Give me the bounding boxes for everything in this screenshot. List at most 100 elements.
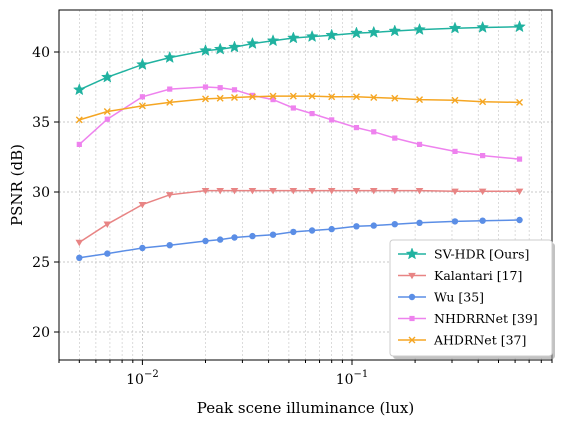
legend-marker [409, 315, 415, 322]
data-point [269, 187, 277, 195]
x-tick-label-base: 10 [336, 372, 354, 388]
data-point [391, 94, 399, 102]
data-point [516, 216, 523, 224]
data-point [416, 96, 424, 104]
data-point [352, 187, 361, 195]
data-point [202, 84, 209, 90]
data-point [139, 244, 146, 252]
legend-entry: AHDRNet [37] [398, 333, 526, 348]
x-tick-label: 10−1 [336, 369, 369, 388]
data-point [390, 187, 399, 195]
series-0 [72, 20, 526, 96]
y-tick-label: 30 [32, 185, 50, 201]
data-point [367, 25, 381, 38]
data-point [479, 217, 486, 224]
data-point [166, 98, 174, 106]
data-point [163, 50, 177, 64]
data-point [202, 237, 209, 245]
data-point [451, 188, 459, 196]
data-point [270, 97, 276, 103]
data-point [480, 153, 486, 159]
y-tick-label: 35 [32, 115, 50, 131]
data-point [309, 111, 315, 117]
data-point [370, 94, 378, 101]
data-point [269, 231, 277, 238]
legend-marker [408, 293, 416, 301]
data-point [388, 24, 402, 37]
data-point [75, 116, 83, 124]
y-tick-label: 20 [32, 325, 50, 341]
data-point [370, 222, 377, 229]
data-point [308, 187, 316, 195]
legend-label: Kalantari [17] [434, 268, 522, 283]
data-point [329, 117, 335, 123]
data-point [202, 95, 209, 103]
legend-label: SV-HDR [Ours] [434, 247, 529, 262]
data-point [391, 221, 398, 228]
data-point [513, 20, 526, 33]
data-point [213, 42, 227, 55]
data-point [167, 86, 173, 92]
series-4 [75, 92, 524, 124]
data-point [451, 96, 459, 104]
data-point [305, 29, 319, 43]
data-point [230, 187, 239, 195]
legend-entry: Wu [35] [398, 290, 484, 305]
data-point [269, 92, 277, 100]
x-tick-label-exponent: −1 [354, 369, 369, 380]
data-point [448, 21, 462, 34]
data-point [248, 187, 257, 195]
data-point [72, 83, 86, 96]
data-point [228, 40, 241, 53]
series-line [78, 189, 520, 244]
data-point [289, 92, 297, 100]
data-point [416, 219, 423, 226]
data-point [138, 201, 147, 209]
data-point [286, 31, 300, 44]
legend-marker [405, 247, 419, 260]
data-point [201, 187, 210, 195]
legend-marker [408, 336, 416, 344]
data-point [231, 87, 238, 93]
data-point [352, 93, 360, 101]
data-point [290, 105, 296, 111]
data-point [249, 232, 256, 240]
data-point [290, 228, 297, 236]
legend: SV-HDR [Ours] Kalantari [17] Wu [35] NHDRRN… [389, 239, 555, 359]
data-point [104, 250, 111, 257]
data-point [231, 234, 238, 241]
data-point [76, 254, 83, 261]
legend-entry: SV-HDR [Ours] [398, 247, 529, 262]
series-layer [72, 20, 526, 261]
data-point [100, 70, 114, 83]
data-point [308, 227, 316, 234]
x-tick-label-exponent: −2 [144, 369, 159, 380]
data-point [516, 156, 523, 162]
y-tick-label: 25 [32, 255, 50, 271]
data-point [416, 141, 423, 147]
data-point [413, 22, 426, 36]
data-point [75, 239, 84, 247]
data-point [308, 92, 316, 100]
series-2 [76, 216, 523, 261]
data-point [103, 221, 112, 228]
data-point [476, 20, 489, 33]
data-point [165, 192, 174, 199]
y-axis-label: PSNR (dB) [8, 144, 26, 226]
legend-label: NHDRRNet [39] [434, 311, 538, 326]
data-point [103, 108, 111, 115]
data-point [199, 43, 212, 57]
data-point [248, 93, 256, 101]
legend-label: AHDRNet [37] [433, 333, 526, 348]
data-point [516, 98, 524, 106]
legend-entry: Kalantari [17] [398, 268, 522, 283]
data-point [327, 187, 336, 195]
series-1 [75, 187, 524, 247]
y-tick-label: 40 [32, 45, 50, 61]
data-point [166, 242, 173, 249]
data-point [325, 28, 339, 41]
x-tick-label-base: 10 [126, 372, 144, 388]
data-point [216, 94, 224, 102]
data-point [515, 188, 524, 196]
